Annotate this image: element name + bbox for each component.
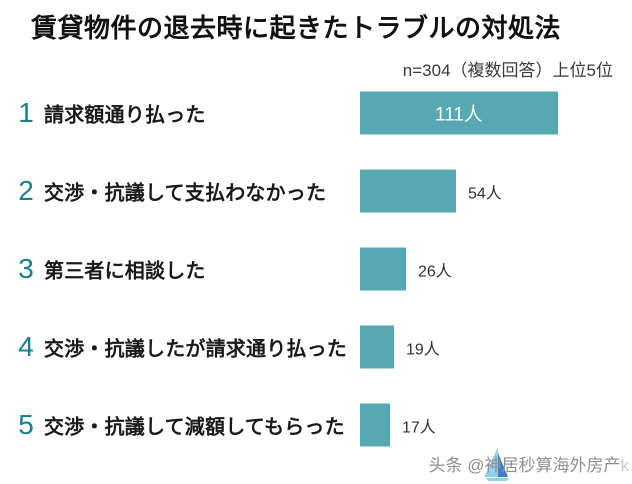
value-bar xyxy=(360,169,456,213)
category-label: 請求額通り払った xyxy=(44,104,206,127)
value-bar xyxy=(360,325,394,369)
watermark-name: 神居秒算海外房产 xyxy=(484,456,621,476)
rank-number: 1 xyxy=(18,97,34,128)
watermark-prefix: 头条 @ xyxy=(428,456,485,476)
watermark-faint-suffix: k xyxy=(620,456,630,476)
rank-number: 3 xyxy=(18,253,34,284)
value-label: 19人 xyxy=(406,341,440,358)
rank-number: 4 xyxy=(18,331,34,362)
chart-row: 5 交渉・抗議して減額してもらった 17人 xyxy=(0,386,632,464)
value-label: 111人 xyxy=(435,104,483,126)
rank-number: 5 xyxy=(18,409,34,440)
category-label: 交渉・抗議して支払わなかった xyxy=(44,182,327,205)
bar-area: 54人 xyxy=(360,169,502,213)
value-label: 54人 xyxy=(468,185,502,202)
page-title: 賃貸物件の退去時に起きたトラブルの対処法 xyxy=(31,13,562,43)
bar-area: 26人 xyxy=(360,247,452,291)
value-bar xyxy=(360,247,406,291)
chart-rows: 1 請求額通り払った 111人 2 交渉・抗議して支払わなかった 54人 3 第三者に相談した… xyxy=(0,74,632,464)
bar-area: 19人 xyxy=(360,325,440,369)
chart-row: 4 交渉・抗議したが請求通り払った 19人 xyxy=(0,308,632,386)
sample-size-note: n=304（複数回答）上位5位 xyxy=(402,61,613,80)
chart-row: 2 交渉・抗議して支払わなかった 54人 xyxy=(0,152,632,230)
chart-row: 1 請求額通り払った 111人 xyxy=(0,74,632,152)
category-label: 第三者に相談した xyxy=(44,260,206,283)
sail-logo-icon xyxy=(483,447,509,482)
category-label: 交渉・抗議して減額してもらった xyxy=(44,416,345,439)
value-label: 17人 xyxy=(402,419,436,436)
value-bar xyxy=(360,403,390,447)
bar-area: 17人 xyxy=(360,403,436,447)
value-bar: 111人 xyxy=(360,91,558,135)
watermark: 头条 @神居秒算海外房产k xyxy=(428,447,630,482)
rank-number: 2 xyxy=(18,175,34,206)
category-label: 交渉・抗議したが請求通り払った xyxy=(44,338,347,361)
bar-area: 111人 xyxy=(360,91,558,135)
chart-row: 3 第三者に相談した 26人 xyxy=(0,230,632,308)
value-label: 26人 xyxy=(418,263,452,280)
